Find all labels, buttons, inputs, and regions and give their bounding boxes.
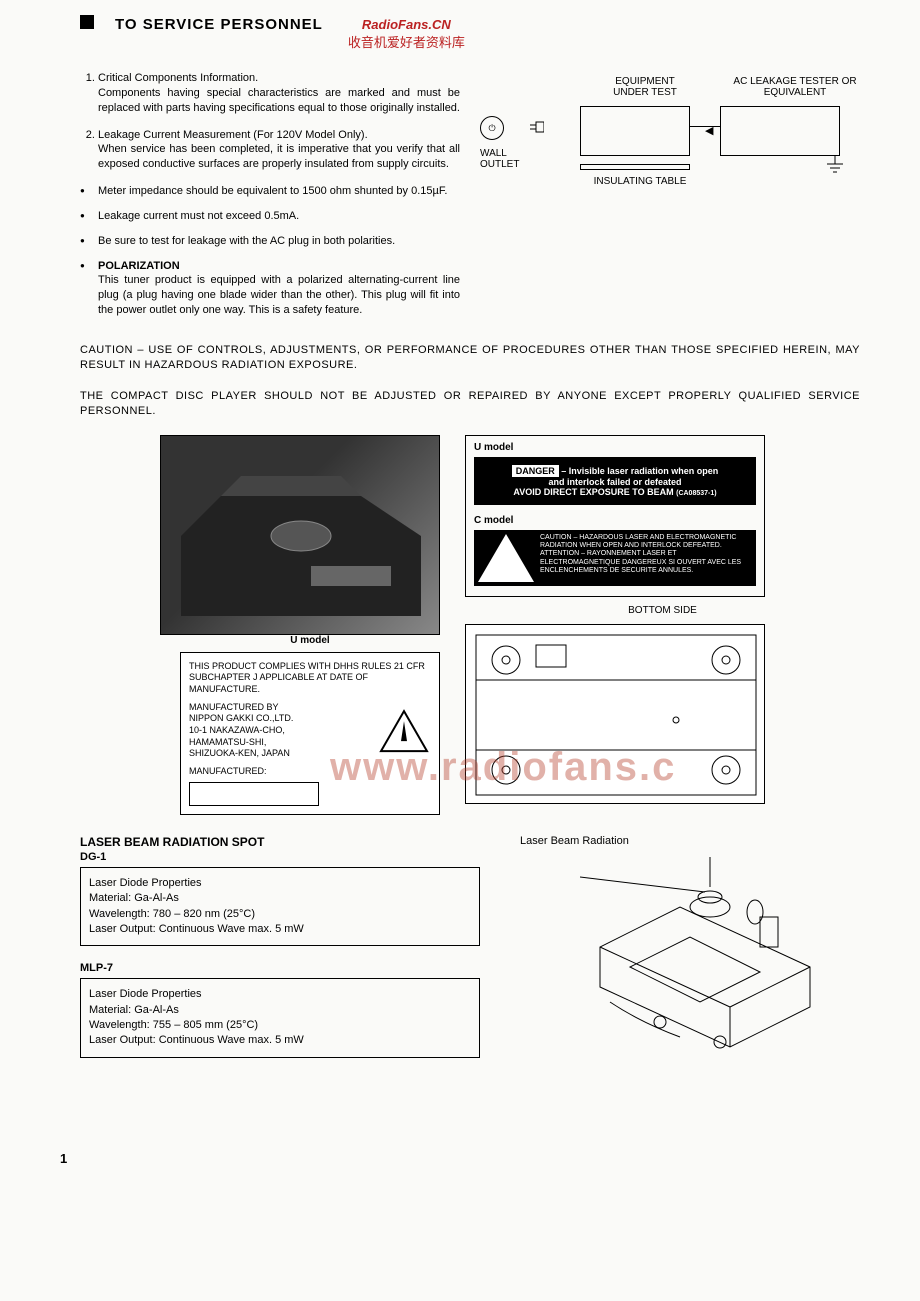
c-model-label: C model [474,515,756,526]
danger-code: (CA08537-1) [676,490,716,497]
caution-p1: CAUTION – USE OF CONTROLS, ADJUSTMENTS, … [80,343,860,374]
page-header: TO SERVICE PERSONNEL RadioFans.CN 收音机爱好者… [80,15,860,51]
equipment-box [580,106,690,156]
tester-box [720,106,840,156]
mlp7-output: Laser Output: Continuous Wave max. 5 mW [89,1033,471,1048]
page-title: TO SERVICE PERSONNEL [115,16,323,33]
test-diagram: EQUIPMENT UNDER TEST AC LEAKAGE TESTER O… [480,76,860,196]
device-photo [160,435,440,635]
arrow-icon: ◀ [705,124,713,137]
plug-icon [530,120,544,134]
warning-triangle-icon [478,534,534,582]
label-tester: AC LEAKAGE TESTER OR EQUIVALENT [730,76,860,98]
caution-p2: THE COMPACT DISC PLAYER SHOULD NOT BE AD… [80,389,860,420]
dg1-wave: Wavelength: 780 – 820 nm (25°C) [89,907,471,922]
bottom-view-diagram [465,624,765,804]
brand-cn: 收音机爱好者资料库 [348,32,465,51]
polarization-title: POLARIZATION [98,260,180,272]
mlp7-spec: Laser Diode Properties Material: Ga-Al-A… [80,978,480,1058]
mlp7-prop: Laser Diode Properties [89,987,471,1002]
item2-title: Leakage Current Measurement (For 120V Mo… [98,129,368,141]
danger-l1: – Invisible laser radiation when open [561,466,718,476]
mid-right-column: U model DANGER – Invisible laser radiati… [465,435,860,815]
page-number: 1 [60,1151,67,1166]
date-box [189,782,319,806]
caution-fr: ATTENTION – RAYONNEMENT LASER ET ELECTRO… [540,550,752,575]
mfr-date: MANUFACTURED: [189,766,431,778]
brand-block: RadioFans.CN 收音机爱好者资料库 [348,17,465,51]
item1-body: Components having special characteristic… [98,87,460,114]
dg1-prop: Laser Diode Properties [89,876,471,891]
dg1-output: Laser Output: Continuous Wave max. 5 mW [89,922,471,937]
bullet-2: Leakage current must not exceed 0.5mA. [80,209,460,224]
u-model-label-2: U model [474,442,756,453]
table-rect [580,164,690,170]
label-equipment: EQUIPMENT UNDER TEST [600,76,690,98]
list-item-1: Critical Components Information. Compone… [98,71,460,116]
comply-text: THIS PRODUCT COMPLIES WITH DHHS RULES 21… [189,661,431,696]
label-table: INSULATING TABLE [580,176,700,187]
mlp7-mat: Material: Ga-Al-As [89,1003,471,1018]
laser-title: LASER BEAM RADIATION SPOT [80,835,480,849]
beam-label: Laser Beam Radiation [520,835,860,847]
mlp7-label: MLP-7 [80,962,480,974]
danger-l3: AVOID DIRECT EXPOSURE TO BEAM [513,487,673,497]
dg1-spec: Laser Diode Properties Material: Ga-Al-A… [80,867,480,947]
ground-icon [825,156,845,179]
item2-body: When service has been completed, it is i… [98,143,460,170]
dg1-label: DG-1 [80,851,480,863]
label-wall-outlet: WALL OUTLET [480,148,530,170]
u-model-label-1: U model [180,635,440,646]
brand-name: RadioFans.CN [362,17,451,32]
danger-label: DANGER – Invisible laser radiation when … [474,457,756,505]
bullet-3: Be sure to test for leakage with the AC … [80,234,460,249]
caution-label: CAUTION – HAZARDOUS LASER AND ELECTROMAG… [474,530,756,586]
isometric-drawing [580,847,820,1067]
header-square-icon [80,15,94,29]
polarization-body: This tuner product is equipped with a po… [98,274,460,316]
compliance-label: THIS PRODUCT COMPLIES WITH DHHS RULES 21… [180,652,440,815]
item1-title: Critical Components Information. [98,72,258,84]
bullet-polarization: POLARIZATION This tuner product is equip… [80,259,460,318]
dg1-mat: Material: Ga-Al-As [89,891,471,906]
mlp7-wave: Wavelength: 755 – 805 mm (25°C) [89,1018,471,1033]
danger-title: DANGER [512,465,559,477]
caution-en: CAUTION – HAZARDOUS LASER AND ELECTROMAG… [540,534,752,551]
wall-outlet-icon: ⏻ [480,116,504,140]
bullet-1: Meter impedance should be equivalent to … [80,184,460,199]
danger-l2: and interlock failed or defeated [548,477,681,487]
mid-left-column: U model THIS PRODUCT COMPLIES WITH DHHS … [80,435,450,815]
bottom-side-label: BOTTOM SIDE [465,605,860,616]
list-item-2: Leakage Current Measurement (For 120V Mo… [98,128,460,173]
hazard-triangle-icon [379,709,429,757]
